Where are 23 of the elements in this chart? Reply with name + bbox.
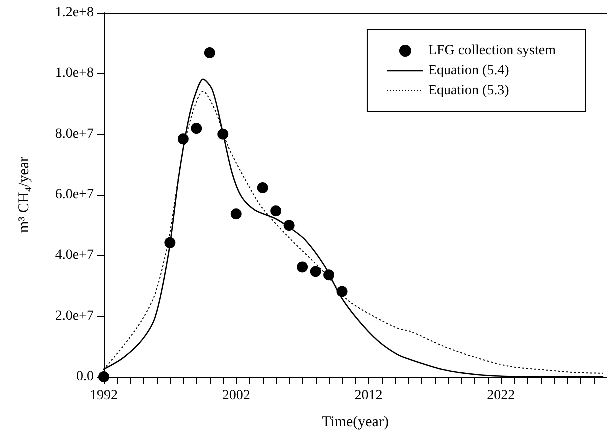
point bbox=[270, 206, 282, 217]
x-axis-title: Time(year) bbox=[322, 414, 389, 430]
point bbox=[191, 123, 202, 134]
x-tick-label: 1992 bbox=[90, 388, 118, 404]
y-tick-label: 1.2e+8 bbox=[55, 6, 94, 20]
y-axis-title: m³ CH₄/year bbox=[16, 157, 32, 233]
x-tick-label: 2002 bbox=[222, 388, 250, 404]
legend-label: Equation (5.3) bbox=[428, 84, 510, 98]
point bbox=[257, 182, 268, 194]
x-tick-label: 2022 bbox=[487, 388, 516, 404]
x-tick-label: 2012 bbox=[354, 388, 383, 404]
y-tick-label: 8.0e+7 bbox=[55, 126, 94, 142]
legend-label: Equation (5.4) bbox=[428, 64, 510, 78]
point bbox=[204, 48, 216, 59]
point bbox=[230, 208, 242, 220]
y-tick-label: 0.0 bbox=[76, 370, 94, 384]
y-tick-label: 6.0e+7 bbox=[55, 188, 94, 202]
y-tick-label: 1.0e+8 bbox=[55, 66, 94, 82]
y-tick-label: 4.0e+7 bbox=[55, 248, 94, 264]
point bbox=[297, 262, 308, 273]
legend-label: LFG collection system bbox=[428, 44, 556, 58]
point bbox=[310, 266, 322, 278]
y-tick-label: 2.0e+7 bbox=[55, 308, 94, 324]
